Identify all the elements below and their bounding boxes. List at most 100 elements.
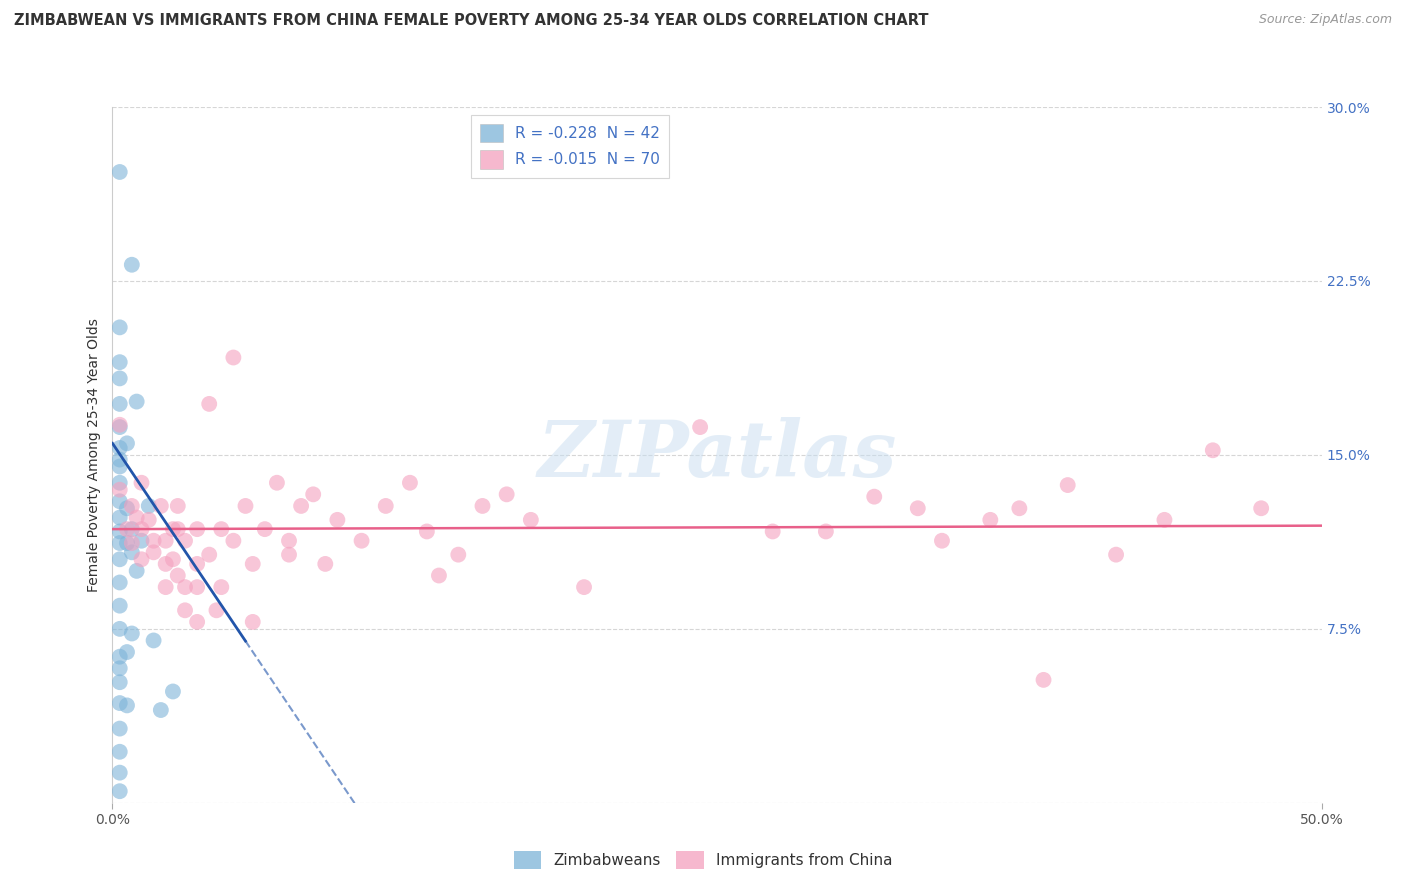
Point [108, 552, 131, 566]
Point [108, 765, 131, 780]
Point [115, 536, 138, 550]
Point [125, 510, 148, 524]
Point [108, 675, 131, 690]
Point [115, 501, 138, 516]
Text: ZIPatlas: ZIPatlas [537, 417, 897, 493]
Point [266, 475, 288, 490]
Point [142, 545, 165, 559]
Point [108, 649, 131, 664]
Point [495, 487, 517, 501]
Point [814, 524, 837, 539]
Point [131, 533, 153, 548]
Point [138, 499, 160, 513]
Point [314, 557, 336, 571]
Point [149, 703, 172, 717]
Point [1250, 501, 1272, 516]
Point [235, 499, 257, 513]
Point [121, 536, 143, 550]
Y-axis label: Female Poverty Among 25-34 Year Olds: Female Poverty Among 25-34 Year Olds [87, 318, 101, 592]
Point [162, 684, 184, 698]
Point [125, 394, 148, 409]
Point [131, 475, 153, 490]
Point [1105, 548, 1128, 562]
Point [1202, 443, 1225, 458]
Point [108, 575, 131, 590]
Point [166, 568, 188, 582]
Point [108, 417, 131, 432]
Point [222, 351, 245, 365]
Text: ZIMBABWEAN VS IMMIGRANTS FROM CHINA FEMALE POVERTY AMONG 25-34 YEAR OLDS CORRELA: ZIMBABWEAN VS IMMIGRANTS FROM CHINA FEMA… [14, 13, 928, 29]
Point [1008, 501, 1031, 516]
Point [186, 522, 208, 536]
Point [209, 522, 232, 536]
Point [399, 475, 422, 490]
Point [115, 436, 138, 450]
Point [108, 494, 131, 508]
Point [174, 533, 197, 548]
Point [1153, 513, 1175, 527]
Point [242, 557, 264, 571]
Point [108, 165, 131, 179]
Point [155, 580, 177, 594]
Point [155, 557, 177, 571]
Point [278, 533, 301, 548]
Point [108, 483, 131, 497]
Point [350, 533, 373, 548]
Point [186, 615, 208, 629]
Point [121, 258, 143, 272]
Point [108, 459, 131, 474]
Point [222, 533, 245, 548]
Point [108, 441, 131, 455]
Point [108, 397, 131, 411]
Point [186, 580, 208, 594]
Point [253, 522, 276, 536]
Point [416, 524, 439, 539]
Point [131, 522, 153, 536]
Point [108, 696, 131, 710]
Point [108, 599, 131, 613]
Point [138, 513, 160, 527]
Point [931, 533, 953, 548]
Point [108, 524, 131, 539]
Point [471, 499, 494, 513]
Point [155, 533, 177, 548]
Point [131, 552, 153, 566]
Point [302, 487, 325, 501]
Point [166, 499, 188, 513]
Point [108, 355, 131, 369]
Point [979, 513, 1001, 527]
Point [907, 501, 929, 516]
Point [290, 499, 312, 513]
Point [863, 490, 886, 504]
Point [162, 552, 184, 566]
Point [121, 499, 143, 513]
Point [374, 499, 396, 513]
Point [205, 603, 228, 617]
Point [108, 510, 131, 524]
Point [142, 533, 165, 548]
Point [108, 784, 131, 798]
Point [108, 475, 131, 490]
Point [121, 545, 143, 559]
Point [121, 522, 143, 536]
Point [174, 580, 197, 594]
Point [108, 420, 131, 434]
Point [108, 661, 131, 675]
Point [174, 603, 197, 617]
Point [162, 522, 184, 536]
Text: Source: ZipAtlas.com: Source: ZipAtlas.com [1258, 13, 1392, 27]
Point [142, 633, 165, 648]
Point [149, 499, 172, 513]
Point [278, 548, 301, 562]
Point [186, 557, 208, 571]
Point [1056, 478, 1078, 492]
Point [108, 722, 131, 736]
Point [108, 452, 131, 467]
Point [125, 564, 148, 578]
Point [198, 397, 221, 411]
Point [762, 524, 785, 539]
Legend: R = -0.228  N = 42, R = -0.015  N = 70: R = -0.228 N = 42, R = -0.015 N = 70 [471, 115, 669, 178]
Point [198, 548, 221, 562]
Point [108, 320, 131, 334]
Point [115, 698, 138, 713]
